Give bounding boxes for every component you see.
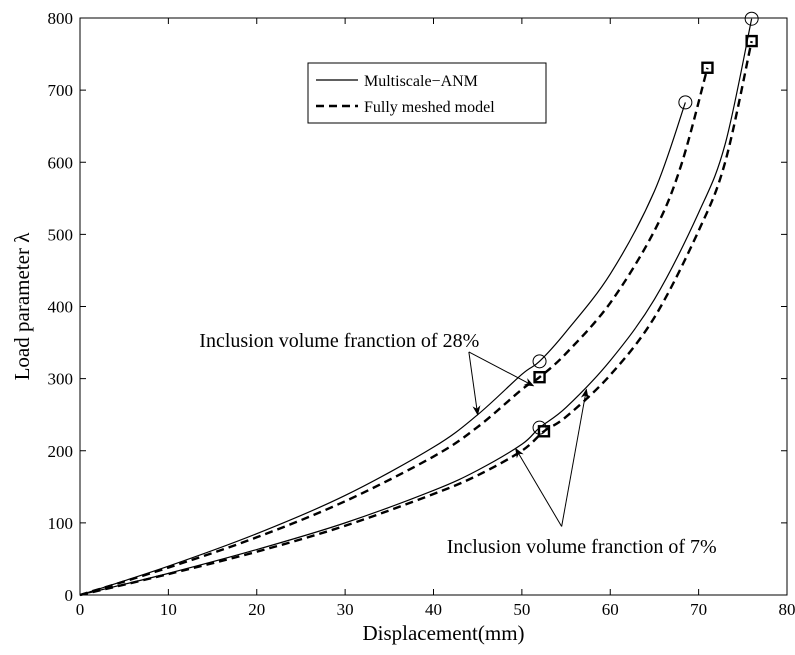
x-tick-label: 10 xyxy=(160,600,177,619)
x-tick-label: 50 xyxy=(513,600,530,619)
x-tick-label: 80 xyxy=(779,600,795,619)
y-tick-label: 100 xyxy=(48,514,74,533)
y-tick-label: 200 xyxy=(48,442,74,461)
x-tick-label: 70 xyxy=(690,600,707,619)
x-tick-label: 20 xyxy=(248,600,265,619)
y-tick-label: 700 xyxy=(48,81,74,100)
legend-label-1: Multiscale−ANM xyxy=(364,73,478,90)
series-line-4 xyxy=(80,41,752,595)
circle-marker xyxy=(679,96,692,109)
annotation-text-2: Inclusion volume franction of 7% xyxy=(447,536,717,558)
y-tick-label: 500 xyxy=(48,225,74,244)
y-tick-label: 600 xyxy=(48,153,74,172)
annotation-text-1: Inclusion volume franction of 28% xyxy=(199,330,479,352)
y-tick-label: 300 xyxy=(48,370,74,389)
y-tick-label: 0 xyxy=(65,586,74,605)
x-tick-label: 30 xyxy=(337,600,354,619)
y-tick-label: 400 xyxy=(48,298,74,317)
x-axis-title: Displacement(mm) xyxy=(362,621,524,645)
annotation-arrow xyxy=(469,352,534,386)
legend-label-2: Fully meshed model xyxy=(364,99,495,116)
y-axis-title: Load parameter λ xyxy=(10,232,34,381)
annotation-arrow xyxy=(469,352,478,415)
y-tick-label: 800 xyxy=(48,9,74,28)
circle-marker xyxy=(745,12,758,25)
x-tick-label: 0 xyxy=(76,600,85,619)
x-tick-label: 40 xyxy=(425,600,442,619)
annotation-arrow xyxy=(516,449,562,527)
x-tick-label: 60 xyxy=(602,600,619,619)
